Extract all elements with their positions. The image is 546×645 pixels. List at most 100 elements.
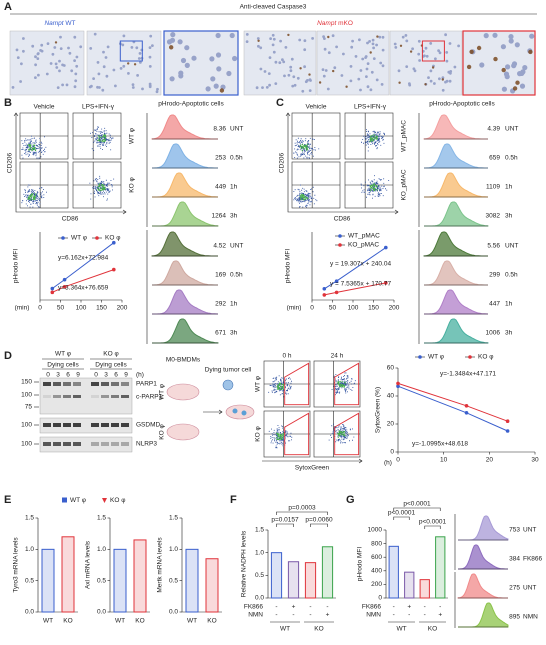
data-point xyxy=(322,293,327,297)
band xyxy=(63,423,71,427)
histogram-label: FK866 xyxy=(523,555,543,562)
histogram xyxy=(424,260,488,286)
engulfed-cells xyxy=(232,408,247,416)
time-label: 24 h xyxy=(331,353,344,360)
legend-label: WT φ xyxy=(71,235,87,242)
band xyxy=(91,442,99,446)
group-label: WT φ xyxy=(55,351,71,358)
panel-label: C xyxy=(276,97,284,109)
y-axis-label: pHrodo MFI xyxy=(357,547,364,582)
flow-density xyxy=(97,183,106,192)
y-tick-label: 1.0 xyxy=(169,546,178,553)
histogram-value: 1264 xyxy=(212,212,227,219)
flow-density xyxy=(299,143,309,152)
p-value: p=0.0060 xyxy=(305,517,333,524)
significance-bracket xyxy=(276,511,328,515)
y-tick-label: 0.0 xyxy=(25,609,34,616)
x-tick-label: 200 xyxy=(117,305,128,312)
histogram xyxy=(152,172,219,198)
group-label: KO φ xyxy=(103,351,118,358)
band xyxy=(91,382,99,386)
histogram xyxy=(152,260,218,286)
panel-label: D xyxy=(4,350,12,362)
gene: Nampt xyxy=(317,20,337,27)
row-label: KO φ xyxy=(129,177,136,192)
histogram-value: 8.36 xyxy=(213,125,226,132)
bar xyxy=(404,571,415,599)
y-tick-label: 600 xyxy=(371,554,382,561)
time-label: 0 xyxy=(94,372,98,379)
dish xyxy=(225,404,255,420)
flow-events xyxy=(331,372,356,396)
panel-label: B xyxy=(4,97,12,109)
legend-label: KO φ xyxy=(105,235,120,242)
blot-membrane xyxy=(39,436,133,453)
significance-bracket xyxy=(276,523,294,527)
histogram-value: 4.52 xyxy=(213,242,226,249)
axis-arrow xyxy=(262,458,363,464)
y-tick-label: 1.5 xyxy=(169,515,178,522)
mw-marker: 100 xyxy=(21,392,32,399)
band xyxy=(53,442,61,446)
schematic-group: KO φ xyxy=(159,424,166,439)
mw-marker: 100 xyxy=(21,441,32,448)
histogram-label: 0.5h xyxy=(505,154,518,161)
nuclei xyxy=(245,33,314,93)
legend-label: KO φ xyxy=(110,497,125,504)
band xyxy=(101,442,109,446)
legend-marker xyxy=(62,497,67,503)
band xyxy=(91,395,99,398)
gate xyxy=(284,362,310,406)
band xyxy=(121,423,129,427)
histogram xyxy=(458,544,508,570)
y-tick-label: 1.5 xyxy=(25,515,34,522)
flow-events xyxy=(89,175,115,201)
histogram-value: 299 xyxy=(489,271,500,278)
flow-density xyxy=(27,193,37,201)
band xyxy=(73,395,81,398)
histogram-value: 4.39 xyxy=(487,125,500,132)
data-point xyxy=(322,286,327,291)
nuclei xyxy=(166,31,238,92)
treatment-sign: - xyxy=(309,612,311,619)
condition-label: Vehicle xyxy=(306,104,327,111)
time-label: 0 xyxy=(46,372,50,379)
treatment-sign: - xyxy=(393,612,395,619)
condition-label: Dying cells xyxy=(47,362,79,369)
condition-label: LPS+IFN-γ xyxy=(82,104,115,111)
x-tick-label: 10 xyxy=(440,457,448,464)
axis-label: CD206 xyxy=(279,152,286,173)
stained-cells xyxy=(54,41,58,44)
histogram-label: UNT xyxy=(523,584,536,591)
treatment-sign: - xyxy=(424,604,426,611)
x-tick-label: 50 xyxy=(57,305,65,312)
bar xyxy=(321,546,334,599)
time-label: 0 h xyxy=(282,353,291,360)
axis-arrow xyxy=(13,112,127,215)
data-point xyxy=(464,404,469,408)
flow-density xyxy=(337,380,346,388)
histogram-value: 275 xyxy=(509,584,520,591)
band xyxy=(63,395,71,398)
histogram-value: 449 xyxy=(215,183,226,190)
histogram-label: UNT xyxy=(523,526,536,533)
arrow xyxy=(203,409,223,415)
protein-label: PARP1 xyxy=(136,381,157,388)
dish xyxy=(166,383,200,401)
nuclei xyxy=(393,33,460,92)
histogram-label: 0.5h xyxy=(505,271,518,278)
y-axis-label: Mertk mRNA levels xyxy=(157,537,164,593)
treatment-label: FK866 xyxy=(362,604,382,611)
group-label: KO xyxy=(314,626,323,633)
histogram xyxy=(424,289,489,315)
band xyxy=(53,382,61,386)
histogram-value: 292 xyxy=(215,300,226,307)
bar xyxy=(304,562,317,599)
y-tick-label: 1.5 xyxy=(97,515,106,522)
p-value: p<0.0001 xyxy=(419,519,447,526)
legend-label: KO φ xyxy=(478,354,493,361)
legend-marker xyxy=(468,355,472,359)
p-value: p<0.0001 xyxy=(403,501,431,508)
x-tick-label: 50 xyxy=(329,305,337,312)
